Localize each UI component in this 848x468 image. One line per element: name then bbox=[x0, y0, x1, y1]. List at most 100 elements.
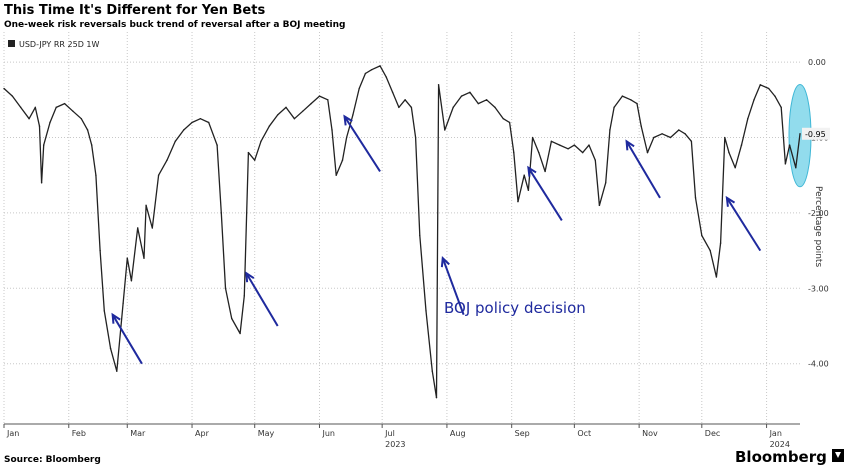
arrow-head bbox=[245, 271, 255, 283]
data-point bbox=[694, 197, 697, 199]
x-tick-label: Jan bbox=[769, 429, 782, 438]
data-point bbox=[784, 163, 787, 165]
data-point bbox=[795, 166, 797, 169]
data-point bbox=[582, 151, 584, 154]
x-tick-label: Jul bbox=[384, 429, 395, 438]
arrow-shaft bbox=[527, 167, 563, 221]
data-point bbox=[122, 302, 124, 305]
y-tick-label: -2.00 bbox=[808, 209, 829, 218]
data-point bbox=[653, 136, 655, 139]
data-point bbox=[788, 144, 791, 146]
data-point bbox=[734, 166, 736, 169]
boj-arrow bbox=[725, 195, 762, 252]
data-point bbox=[268, 125, 271, 127]
boj-arrow bbox=[527, 165, 563, 221]
data-point bbox=[724, 136, 726, 139]
data-point bbox=[103, 310, 105, 312]
arrow-shaft bbox=[343, 115, 381, 173]
data-point bbox=[391, 91, 394, 94]
y-tick-label: -3.00 bbox=[808, 284, 829, 293]
x-tick-label: Mar bbox=[130, 429, 146, 438]
data-point bbox=[130, 280, 133, 282]
boj-policy-decision-annotation: BOJ policy decision bbox=[444, 299, 586, 317]
data-point bbox=[538, 151, 540, 154]
data-point bbox=[224, 287, 227, 290]
data-point bbox=[331, 129, 333, 131]
data-point bbox=[157, 174, 160, 176]
boj-arrow bbox=[343, 114, 381, 173]
data-point bbox=[216, 144, 218, 146]
data-point bbox=[630, 99, 632, 101]
data-point bbox=[276, 114, 279, 116]
x-year-label: 2023 bbox=[385, 440, 405, 449]
x-tick-label: Dec bbox=[705, 429, 720, 438]
grid-layer bbox=[3, 32, 800, 424]
data-point bbox=[588, 144, 590, 146]
data-point bbox=[72, 110, 74, 112]
data-point bbox=[220, 212, 222, 214]
bloomberg-logo: Bloomberg bbox=[735, 448, 827, 466]
data-point bbox=[469, 91, 471, 94]
data-point bbox=[11, 95, 14, 97]
data-point bbox=[151, 227, 154, 229]
data-point bbox=[182, 129, 185, 131]
data-point bbox=[260, 140, 262, 143]
data-point bbox=[517, 200, 519, 203]
arrow-head bbox=[527, 165, 537, 177]
data-point bbox=[485, 99, 488, 101]
source-note: Source: Bloomberg bbox=[4, 455, 101, 465]
data-point bbox=[678, 129, 680, 131]
data-point bbox=[410, 106, 413, 109]
data-point bbox=[435, 396, 438, 399]
data-point bbox=[145, 204, 147, 207]
data-point bbox=[690, 140, 693, 143]
arrow-head bbox=[725, 195, 736, 207]
data-point bbox=[531, 136, 534, 139]
data-point bbox=[621, 95, 624, 97]
data-point bbox=[95, 174, 97, 176]
data-point bbox=[598, 204, 601, 207]
data-point bbox=[719, 242, 722, 244]
data-point bbox=[523, 174, 525, 176]
data-point bbox=[243, 295, 245, 297]
data-point bbox=[437, 84, 440, 86]
data-point bbox=[740, 144, 743, 146]
data-point bbox=[49, 121, 51, 124]
data-point bbox=[80, 117, 83, 120]
arrow-shaft bbox=[726, 197, 762, 252]
data-point bbox=[42, 144, 45, 146]
data-point bbox=[728, 151, 730, 154]
data-point bbox=[63, 102, 66, 105]
data-point bbox=[379, 65, 381, 67]
data-point bbox=[753, 99, 755, 101]
data-point bbox=[460, 95, 463, 97]
data-point bbox=[3, 87, 5, 90]
data-point bbox=[166, 159, 168, 161]
data-point bbox=[358, 87, 360, 90]
data-point bbox=[116, 370, 118, 372]
data-point bbox=[302, 110, 304, 112]
data-point bbox=[239, 332, 241, 335]
data-point bbox=[444, 129, 446, 131]
arrow-head bbox=[111, 312, 121, 324]
data-point bbox=[254, 159, 256, 161]
data-point bbox=[513, 151, 515, 154]
x-tick-label: Nov bbox=[642, 429, 658, 438]
data-point bbox=[646, 151, 649, 154]
data-point bbox=[404, 99, 406, 101]
data-point bbox=[109, 347, 112, 350]
x-tick-label: Aug bbox=[450, 429, 466, 438]
data-point bbox=[293, 117, 296, 120]
data-point bbox=[527, 189, 530, 192]
legend-swatch bbox=[8, 40, 15, 47]
arrow-shaft bbox=[111, 314, 143, 365]
boj-arrow bbox=[111, 312, 143, 365]
data-point bbox=[567, 148, 569, 150]
last-value-box bbox=[802, 127, 830, 140]
chart-subtitle: One-week risk reversals buck trend of re… bbox=[4, 20, 345, 30]
y-axis-label: Percentage points bbox=[813, 186, 823, 267]
boj-arrow bbox=[625, 139, 661, 199]
data-point bbox=[559, 144, 561, 146]
